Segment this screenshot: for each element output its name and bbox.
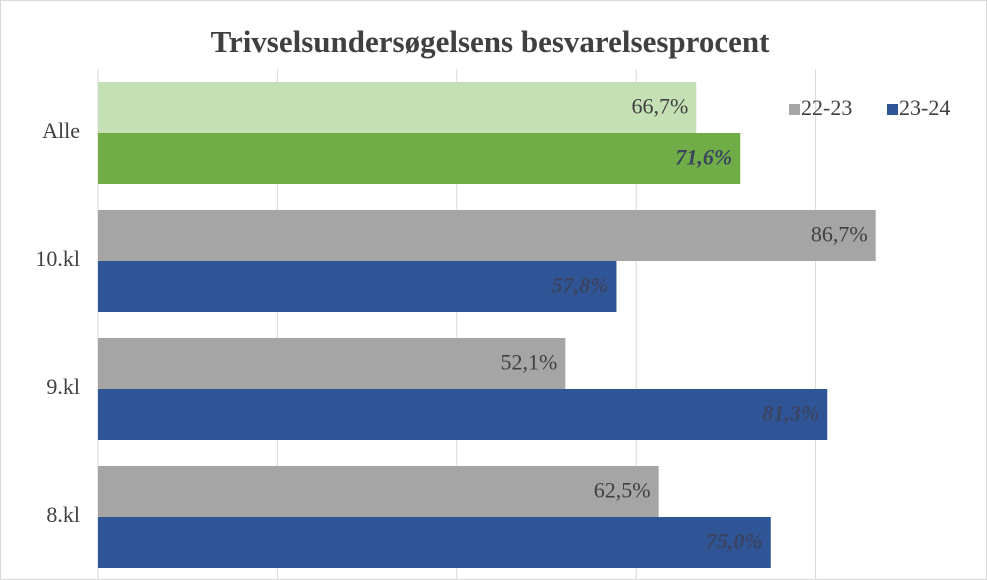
y-tick-label: Alle [42,118,80,143]
bar [98,338,566,389]
data-label: 52,1% [501,350,558,375]
data-label: 75,0% [706,529,763,554]
data-label: 86,7% [811,222,868,247]
data-label: 57,8% [552,273,609,298]
legend-swatch [887,104,898,115]
legend-label: 23-24 [899,95,950,120]
data-label: 62,5% [594,478,651,503]
data-label: 66,7% [631,94,688,119]
data-label: 71,6% [675,145,732,170]
legend-swatch [789,104,800,115]
bar [98,466,659,517]
bar [98,210,876,261]
bar [98,82,697,133]
chart-title: Trivselsundersøgelsens besvarelsesprocen… [211,24,771,59]
y-tick-label: 9.kl [46,374,80,399]
bar [98,389,828,440]
legend-label: 22-23 [801,95,852,120]
bar [98,261,617,312]
y-tick-label: 10.kl [35,246,80,271]
bar [98,517,771,568]
bar [98,133,741,184]
y-tick-label: 8.kl [46,502,80,527]
data-label: 81,3% [762,401,819,426]
